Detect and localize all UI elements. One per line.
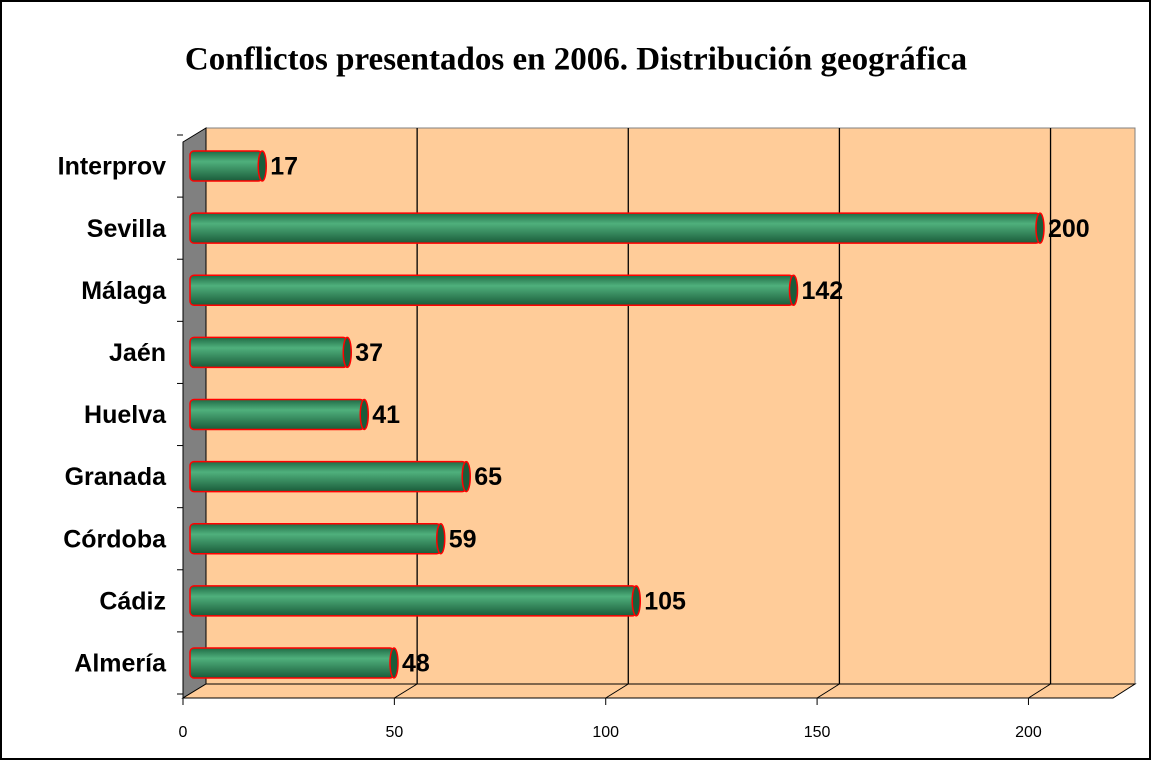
x-tick-label: 0 (179, 724, 188, 741)
bar-cap (389, 647, 399, 679)
x-tick-label: 200 (1015, 724, 1042, 741)
floor (181, 683, 1137, 699)
bar (189, 585, 637, 617)
y-tick-label: Cádiz (99, 587, 166, 615)
x-tick-label: 150 (804, 724, 831, 741)
data-label: 37 (355, 339, 383, 367)
bar-cap (436, 522, 446, 555)
data-label: 41 (372, 401, 400, 429)
bar (189, 274, 795, 307)
y-tick-label: Sevilla (87, 215, 167, 243)
grid-line (816, 683, 840, 699)
chart-title: Conflictos presentados en 2006. Distribu… (185, 42, 967, 78)
data-label: 142 (802, 277, 844, 305)
y-tick-label: Málaga (81, 277, 167, 305)
bar-cap (631, 585, 641, 617)
y-tick-label: Córdoba (63, 525, 167, 553)
bar-cap (359, 398, 369, 431)
y-tick-label: Almería (74, 650, 167, 678)
bar (189, 150, 263, 182)
bar-cap (788, 274, 799, 307)
bar-cap (257, 150, 267, 182)
grid-line (394, 683, 418, 699)
data-label: 17 (270, 153, 298, 181)
data-label: 200 (1048, 215, 1090, 243)
grid-line (1028, 683, 1051, 699)
x-tick-label: 50 (385, 724, 403, 741)
bar (189, 460, 467, 493)
x-tick-label: 100 (592, 724, 619, 741)
data-label: 65 (474, 463, 502, 491)
bar (189, 647, 395, 679)
bar (189, 398, 365, 431)
bar-cap (342, 336, 352, 369)
y-tick-label: Huelva (84, 401, 167, 429)
bar (189, 212, 1041, 244)
data-label: 48 (402, 650, 430, 678)
bar (189, 336, 348, 369)
bar-cap (1035, 212, 1045, 244)
bar-cap (461, 460, 471, 493)
bar (189, 522, 442, 555)
grid-line (605, 683, 629, 699)
data-label: 105 (644, 587, 686, 615)
data-label: 59 (449, 525, 477, 553)
y-tick-label: Granada (65, 463, 168, 491)
y-tick-label: Jaén (109, 339, 166, 367)
y-tick-label: Interprov (58, 153, 166, 181)
